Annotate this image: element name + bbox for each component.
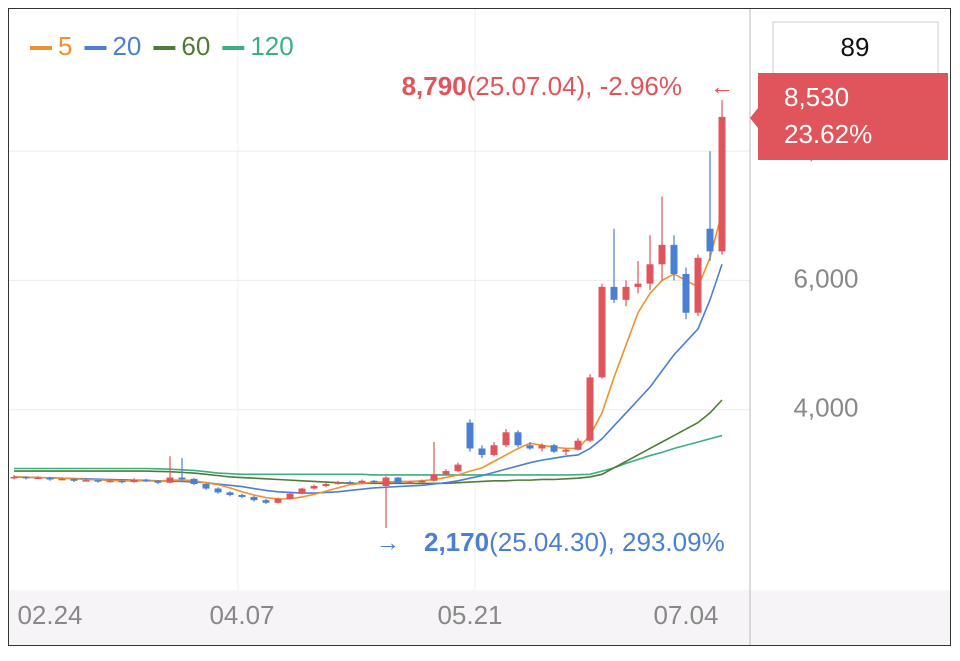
ma-line — [13, 212, 723, 500]
candle-body — [598, 286, 606, 378]
candle-body — [202, 484, 210, 489]
y-tick-label: 6,000 — [793, 263, 858, 293]
candle-body — [646, 264, 654, 284]
current-price: 8,530 — [784, 82, 849, 112]
candle-body — [106, 480, 114, 483]
candle-body — [694, 257, 702, 313]
candle-body — [238, 494, 246, 497]
candle-body — [286, 493, 294, 499]
x-tick-label: 04.07 — [209, 600, 274, 630]
y-tick-label: 4,000 — [793, 393, 858, 423]
max-arrow: ← — [710, 73, 734, 100]
candle-body — [298, 488, 306, 494]
candle-body — [634, 283, 642, 287]
candle-body — [490, 445, 498, 455]
candle-body — [142, 479, 150, 481]
candle-body — [82, 480, 90, 482]
candle-body — [586, 377, 594, 441]
candle-body — [178, 477, 186, 480]
legend-label: 20 — [112, 31, 141, 61]
candle-body — [334, 482, 342, 485]
max-detail: (25.07.04), -2.96% — [467, 71, 682, 101]
max-price: 8,790 — [402, 71, 467, 101]
current-change: 23.62% — [784, 119, 872, 149]
candle-body — [46, 477, 54, 480]
candle-body — [430, 474, 438, 481]
candle-body — [610, 286, 618, 300]
candle-body — [478, 448, 486, 455]
candle-body — [262, 500, 270, 503]
candle-body — [70, 478, 78, 481]
candle-body — [526, 445, 534, 449]
candle-body — [34, 477, 42, 480]
candle-body — [94, 480, 102, 482]
candle-body — [166, 477, 174, 483]
legend-label: 60 — [181, 31, 210, 61]
candle-body — [622, 286, 630, 300]
min-price: 2,170 — [424, 527, 489, 557]
candle-body — [322, 484, 330, 486]
min-arrow: → — [376, 529, 400, 556]
candle-body — [454, 464, 462, 472]
candle-body — [550, 445, 558, 452]
candle-body — [154, 480, 162, 483]
ma-line — [14, 434, 723, 476]
candle-body — [394, 477, 402, 483]
x-tick-label: 05.21 — [437, 600, 502, 630]
x-axis-band — [8, 590, 950, 645]
candle-body — [118, 480, 126, 483]
candle-body — [670, 244, 678, 274]
candle-body — [706, 228, 714, 252]
candle-body — [538, 445, 546, 449]
ma-line — [14, 399, 723, 485]
candle-body — [682, 273, 690, 313]
candle-body — [370, 480, 378, 483]
candle-body — [466, 422, 474, 449]
candle-body — [358, 480, 366, 483]
candle-body — [442, 471, 450, 475]
x-tick-label: 02.24 — [17, 600, 82, 630]
candle-body — [502, 432, 510, 446]
candle-body — [346, 482, 354, 484]
box-value: 89 — [841, 32, 870, 62]
min-detail: (25.04.30), 293.09% — [489, 527, 725, 557]
candle-body — [382, 477, 390, 486]
candle-body — [418, 480, 426, 483]
candle-body — [514, 432, 522, 446]
candle-body — [190, 478, 198, 485]
candle-body — [226, 492, 234, 495]
legend-label: 120 — [250, 31, 293, 61]
candle-body — [214, 488, 222, 493]
frame — [8, 8, 951, 646]
candle-body — [658, 244, 666, 265]
candle-body — [10, 476, 18, 479]
candle-body — [250, 496, 258, 501]
candle-body — [58, 478, 66, 481]
price-tag — [750, 73, 948, 160]
value-box — [772, 21, 939, 76]
candle-body — [274, 498, 282, 503]
candle-body — [574, 440, 582, 450]
candle-body — [310, 485, 318, 489]
candle-body — [718, 116, 726, 252]
x-tick-label: 07.04 — [653, 600, 718, 630]
candle-body — [22, 476, 30, 479]
candle-body — [562, 449, 570, 452]
candle-body — [130, 479, 138, 483]
legend-label: 5 — [58, 31, 72, 61]
candle-body — [406, 482, 414, 484]
